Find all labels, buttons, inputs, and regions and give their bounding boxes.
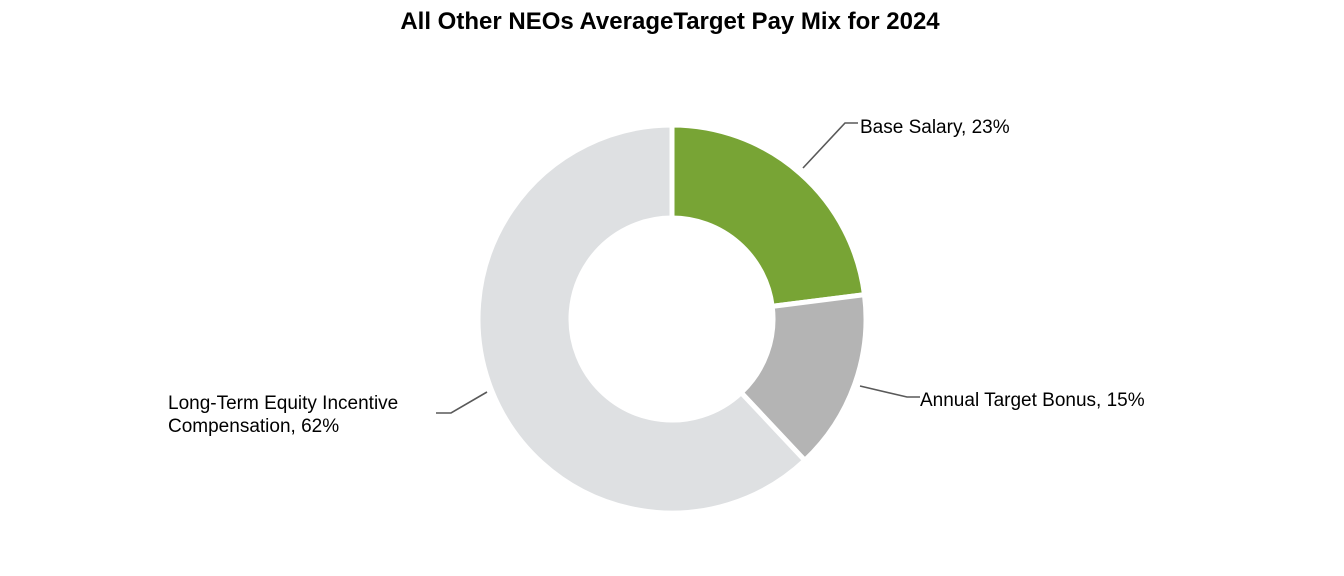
donut-slices <box>475 122 869 516</box>
leader-line-annual-target-bonus <box>859 385 920 398</box>
data-label-long-term-equity-incentive-compensation: Long-Term Equity Incentive Compensation, … <box>168 393 398 437</box>
data-labels: Base Salary, 23% Annual Target Bonus, 15%… <box>168 117 1145 437</box>
leader-line-base-salary <box>802 122 858 169</box>
data-label-line: Annual Target Bonus, 15% <box>920 390 1145 411</box>
data-label-base-salary: Base Salary, 23% <box>860 117 1010 138</box>
leader-lines <box>436 122 920 414</box>
slice-base-salary <box>669 122 868 310</box>
chart-title: All Other NEOs AverageTarget Pay Mix for… <box>400 8 940 35</box>
slice-long-term-equity-incentive-compensation <box>475 122 809 516</box>
data-label-line: Long-Term Equity Incentive <box>168 393 398 414</box>
data-label-line: Compensation, 62% <box>168 416 339 437</box>
leader-line-long-term-equity-incentive-compensation <box>436 391 488 414</box>
data-label-line: Base Salary, 23% <box>860 117 1010 138</box>
data-label-annual-target-bonus: Annual Target Bonus, 15% <box>920 390 1145 411</box>
